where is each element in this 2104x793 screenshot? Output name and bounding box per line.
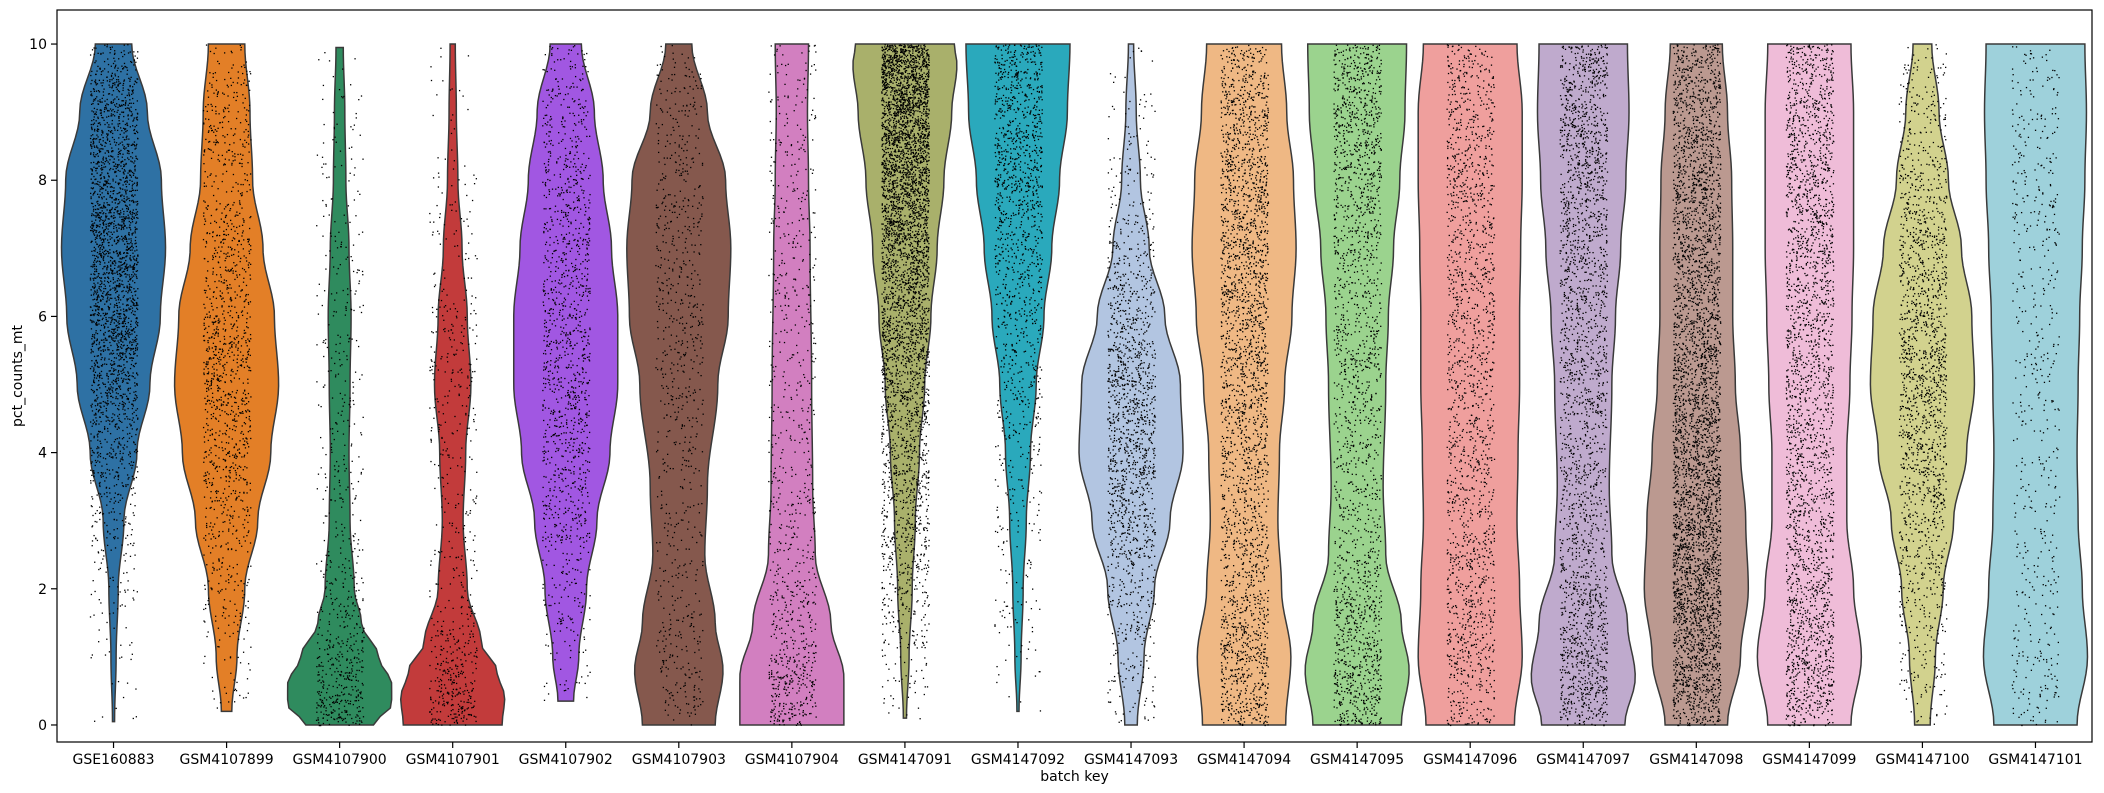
violin-GSM4147096 (1418, 44, 1522, 725)
x-tick-label-GSE160883: GSE160883 (73, 752, 155, 768)
x-tick-label-GSM4107903: GSM4107903 (632, 752, 726, 768)
x-tick-label-GSM4107900: GSM4107900 (293, 752, 387, 768)
x-tick-label-GSM4147101: GSM4147101 (1988, 752, 2082, 768)
y-axis-label: pct_counts_mt (10, 324, 26, 427)
y-tick-label: 6 (38, 309, 47, 325)
x-tick-label-GSM4147092: GSM4147092 (971, 752, 1065, 768)
violin-GSM4147101 (1983, 44, 2087, 725)
x-tick-label-GSM4147100: GSM4147100 (1875, 752, 1969, 768)
x-tick-label-GSM4147097: GSM4147097 (1536, 752, 1630, 768)
y-tick-label: 0 (38, 718, 47, 734)
violin-GSM4147094 (1192, 44, 1296, 725)
x-tick-label-GSM4147095: GSM4147095 (1310, 752, 1404, 768)
violin-GSM4107903 (627, 44, 731, 725)
x-tick-label-GSM4147091: GSM4147091 (858, 752, 952, 768)
x-tick-label-GSM4147098: GSM4147098 (1649, 752, 1743, 768)
x-tick-label-GSM4147094: GSM4147094 (1197, 752, 1291, 768)
x-tick-label-GSM4107899: GSM4107899 (179, 752, 273, 768)
x-tick-label-GSM4107902: GSM4107902 (519, 752, 613, 768)
x-tick-label-GSM4107901: GSM4107901 (406, 752, 500, 768)
y-tick-label: 2 (38, 582, 47, 598)
y-tick-label: 4 (38, 446, 47, 462)
y-tick-label: 10 (29, 37, 47, 53)
y-tick-label: 8 (38, 173, 47, 189)
x-tick-label-GSM4107904: GSM4107904 (745, 752, 839, 768)
x-tick-label-GSM4147099: GSM4147099 (1762, 752, 1856, 768)
violin-GSM4147099 (1757, 44, 1861, 725)
x-tick-label-GSM4147093: GSM4147093 (1084, 752, 1178, 768)
x-axis-label: batch key (1040, 769, 1108, 785)
x-tick-label-GSM4147096: GSM4147096 (1423, 752, 1517, 768)
